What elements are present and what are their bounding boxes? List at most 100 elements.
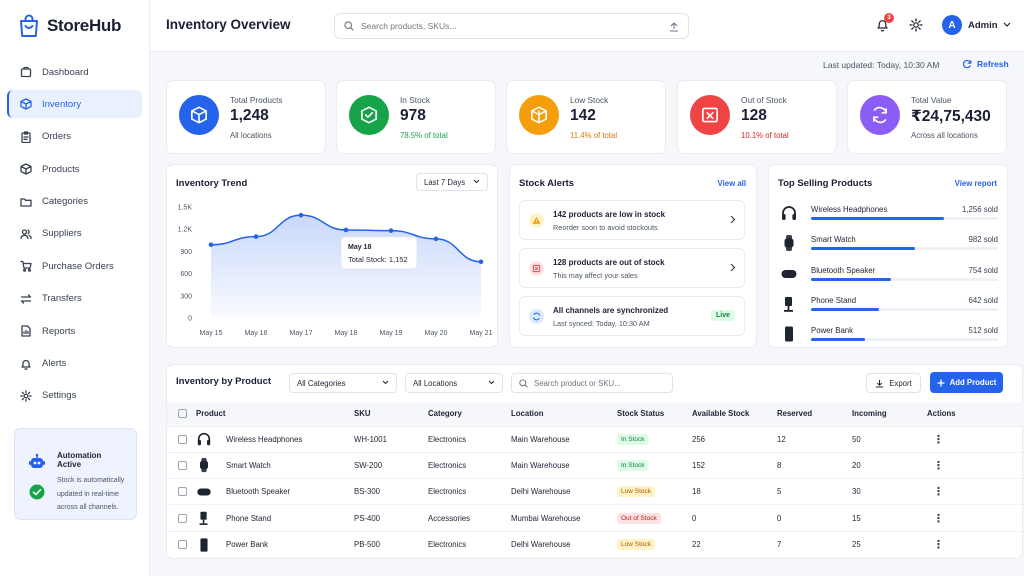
stat-label: Total Products — [230, 95, 283, 105]
last-updated-text: Last updated: Today, 10:30 AM — [823, 60, 940, 70]
more-actions-icon[interactable]: ⋮ — [933, 512, 944, 525]
column-header[interactable]: Available Stock — [692, 409, 750, 419]
trend-point[interactable] — [433, 236, 439, 242]
row-checkbox[interactable] — [178, 487, 187, 497]
user-name[interactable]: Admin — [968, 20, 998, 31]
table-row[interactable]: Phone Stand PS-400 Accessories Mumbai Wareh… — [167, 504, 1024, 531]
status-badge: In Stock — [617, 433, 649, 445]
sidebar-item-orders[interactable]: Orders — [7, 123, 142, 151]
sidebar-item-dashboard[interactable]: Dashboard — [7, 58, 142, 86]
avatar[interactable]: A — [942, 15, 962, 35]
select-all-checkbox[interactable] — [178, 409, 187, 419]
top-selling-item[interactable]: Smart Watch 982 sold — [780, 233, 998, 257]
barcode-scan-icon[interactable] — [669, 21, 679, 32]
reserved-cell: 7 — [777, 540, 782, 550]
sidebar-item-suppliers[interactable]: Suppliers — [7, 220, 142, 248]
more-actions-icon[interactable]: ⋮ — [933, 486, 944, 499]
status-badge: In Stock — [617, 459, 649, 471]
incoming-cell: 25 — [852, 540, 861, 550]
stat-card-out-of-stock[interactable]: Out of Stock 128 10.1% of total — [677, 80, 837, 154]
stat-card-low-stock[interactable]: Low Stock 142 11.4% of total — [506, 80, 666, 154]
table-row[interactable]: Bluetooth Speaker BS-300 Electronics Delhi … — [167, 478, 1024, 505]
table-row[interactable]: Smart Watch SW-200 Electronics Main Warehou… — [167, 452, 1024, 478]
alert-item-error[interactable]: 128 products are out of stock This may af… — [519, 248, 745, 288]
refresh-button[interactable]: Refresh — [962, 59, 1009, 69]
trend-point[interactable] — [388, 228, 394, 233]
trend-point[interactable] — [478, 259, 484, 265]
stat-label: Out of Stock — [741, 95, 787, 105]
currency-cycle-icon — [873, 106, 887, 124]
table-search[interactable]: Search product or SKU... — [511, 373, 673, 393]
more-actions-icon[interactable]: ⋮ — [933, 539, 944, 552]
chevron-right-icon[interactable] — [730, 263, 736, 272]
location-filter-select[interactable]: All Locations — [405, 373, 503, 393]
column-header[interactable]: Reserved — [777, 409, 813, 419]
reserved-cell: 12 — [777, 434, 786, 444]
column-header[interactable]: Stock Status — [617, 409, 665, 419]
global-search[interactable] — [334, 13, 689, 39]
sidebar-item-alerts[interactable]: Alerts — [7, 350, 142, 378]
top-selling-name: Wireless Headphones — [811, 205, 888, 214]
stat-card-total-value[interactable]: Total Value ₹24,75,430 Across all location… — [847, 80, 1007, 154]
sidebar-item-purchase-orders[interactable]: Purchase Orders — [7, 252, 142, 280]
more-actions-icon[interactable]: ⋮ — [933, 459, 944, 472]
product-thumbnail — [196, 430, 212, 448]
stat-card-in-stock[interactable]: In Stock 978 78.5% of total — [336, 80, 496, 154]
alert-item-sync[interactable]: All channels are synchronized Last synced… — [519, 296, 745, 336]
row-checkbox[interactable] — [178, 434, 187, 444]
sidebar: StoreHub Dashboard Inventory Orders Product… — [0, 0, 150, 576]
y-tick-label: 0 — [188, 316, 192, 323]
row-checkbox[interactable] — [178, 461, 187, 471]
settings-gear-icon[interactable] — [909, 18, 923, 32]
chevron-down-icon[interactable] — [1003, 22, 1011, 28]
range-select[interactable]: Last 7 Days — [416, 173, 488, 191]
stat-value: 142 — [570, 107, 596, 124]
location-cell: Delhi Warehouse — [511, 540, 571, 550]
sidebar-item-transfers[interactable]: Transfers — [7, 285, 142, 313]
chevron-right-icon[interactable] — [730, 215, 736, 224]
sidebar-item-products[interactable]: Products — [7, 155, 142, 183]
sidebar-item-inventory[interactable]: Inventory — [7, 90, 142, 119]
column-header[interactable]: Incoming — [852, 409, 887, 419]
export-button[interactable]: Export — [866, 373, 921, 393]
more-actions-icon[interactable]: ⋮ — [933, 433, 944, 446]
trend-point[interactable] — [253, 234, 259, 239]
table-row[interactable]: Wireless Headphones WH-1001 Electronics Mai… — [167, 426, 1024, 452]
table-row[interactable]: Power Bank PB-500 Electronics Delhi Warehou… — [167, 531, 1024, 557]
top-selling-item[interactable]: Bluetooth Speaker 754 sold — [780, 264, 998, 288]
top-selling-item[interactable]: Power Bank 512 sold — [780, 324, 998, 348]
sales-bar-track — [811, 247, 998, 251]
trend-point[interactable] — [298, 212, 304, 218]
stat-card-total-products[interactable]: Total Products 1,248 All locations — [166, 80, 326, 154]
stat-icon-wrap — [690, 95, 730, 135]
main-content: Inventory Overview 3 A Admin Last update… — [150, 0, 1024, 576]
view-all-link[interactable]: View all — [717, 179, 746, 188]
trend-point[interactable] — [343, 227, 349, 233]
search-input[interactable] — [361, 21, 661, 31]
row-checkbox[interactable] — [178, 540, 187, 550]
table-title: Inventory by Product — [176, 376, 272, 387]
range-select-value: Last 7 Days — [424, 177, 466, 187]
category-filter-select[interactable]: All Categories — [289, 373, 397, 393]
notification-bell-icon[interactable] — [876, 18, 889, 32]
column-header[interactable]: SKU — [354, 409, 371, 419]
column-header[interactable]: Location — [511, 409, 544, 419]
sidebar-item-settings[interactable]: Settings — [7, 382, 142, 410]
sidebar-item-categories[interactable]: Categories — [7, 188, 142, 216]
column-header[interactable]: Product — [196, 409, 226, 419]
row-checkbox[interactable] — [178, 513, 187, 523]
column-header[interactable]: Category — [428, 409, 462, 419]
product-name: Bluetooth Speaker — [226, 487, 291, 497]
sidebar-item-reports[interactable]: Reports — [7, 317, 142, 345]
chevron-down-icon — [488, 380, 495, 385]
top-selling-item[interactable]: Wireless Headphones 1,256 sold — [780, 203, 998, 227]
top-selling-item[interactable]: Phone Stand 642 sold — [780, 294, 998, 318]
category-filter-value: All Categories — [297, 378, 346, 388]
powerbank-icon — [200, 537, 208, 552]
trend-point[interactable] — [208, 242, 214, 248]
alert-item-warning[interactable]: 142 products are low in stock Reorder soo… — [519, 200, 745, 240]
add-product-button[interactable]: Add Product — [930, 372, 1003, 393]
brand[interactable]: StoreHub — [0, 0, 149, 52]
watch-icon — [200, 458, 208, 473]
view-report-link[interactable]: View report — [954, 179, 997, 188]
